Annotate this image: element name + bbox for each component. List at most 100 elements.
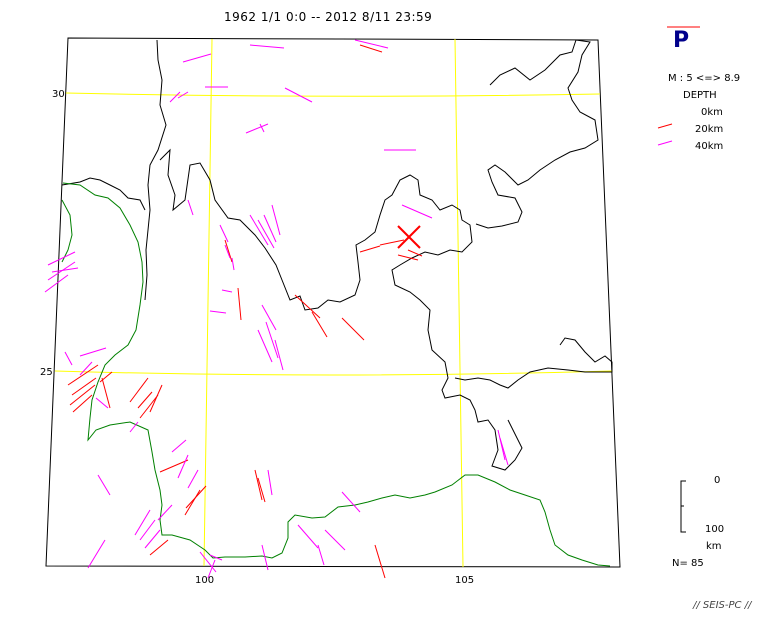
- legend-magnitude: M : 5 <=> 8.9: [668, 73, 741, 84]
- event-mechanism-line: [317, 544, 325, 566]
- event-mechanism-line: [95, 397, 109, 409]
- event-mechanism-line: [144, 529, 161, 549]
- event-mechanism-line: [249, 44, 285, 49]
- legend-depth-title: DEPTH: [683, 90, 717, 101]
- event-mechanism-line: [263, 214, 277, 243]
- event-mechanism-line: [249, 214, 269, 246]
- event-mechanism-line: [187, 469, 199, 489]
- event-mechanism-line: [257, 329, 273, 363]
- event-mechanism-line: [47, 251, 76, 266]
- event-mechanism-line: [354, 39, 389, 49]
- event-mechanism-line: [134, 509, 151, 536]
- event-mechanism-line: [187, 199, 194, 216]
- border-east: [454, 337, 613, 389]
- depth-scale-bottom: 100: [705, 524, 725, 535]
- event-mechanism-line: [359, 245, 381, 253]
- graticule: [54, 38, 613, 568]
- coast-north-west: [61, 199, 73, 263]
- event-mechanism-line: [69, 384, 96, 406]
- event-mechanism-line: [499, 437, 509, 466]
- lon-line-105: [454, 38, 464, 568]
- event-mechanism-line: [129, 377, 149, 403]
- event-mechanism-line: [261, 304, 277, 331]
- event-mechanism-line: [184, 489, 201, 516]
- depth-scale: [680, 480, 686, 533]
- event-mechanism-line: [129, 421, 139, 433]
- depth-scale-top: 0: [714, 475, 721, 486]
- event-mechanism-line: [257, 219, 275, 249]
- legend-depth-20-line: [657, 123, 673, 129]
- event-mechanism-line: [79, 347, 107, 357]
- event-mechanism-line: [284, 87, 313, 103]
- country-border: [61, 39, 613, 471]
- event-mechanism-line: [101, 377, 111, 409]
- legend-depth-40-line: [657, 140, 673, 146]
- event-mechanism-line: [231, 257, 235, 271]
- event-mechanism-line: [224, 239, 233, 263]
- border-north: [475, 39, 599, 229]
- event-mechanism-line: [311, 311, 328, 338]
- lon-label-100: 100: [195, 575, 214, 586]
- event-mechanism-line: [177, 454, 189, 479]
- footer-credit: // SEIS-PC //: [693, 600, 752, 611]
- event-mechanism-line: [207, 559, 216, 579]
- event-mechanism-line: [374, 544, 386, 579]
- event-mechanism-line: [219, 224, 229, 243]
- event-mechanism-line: [79, 361, 93, 376]
- epicenter-marker: [397, 225, 421, 249]
- coastline: [61, 182, 611, 567]
- event-mechanism-line: [209, 310, 227, 314]
- event-mechanism-line: [67, 364, 99, 386]
- border-west: [144, 39, 167, 301]
- event-mechanism-line: [254, 469, 263, 501]
- border-central: [159, 148, 523, 471]
- event-mechanism-line: [182, 53, 212, 63]
- event-count: N= 85: [672, 558, 704, 569]
- lat-label-25: 25: [40, 367, 53, 378]
- event-mechanism-line: [169, 91, 181, 103]
- map-title: 1962 1/1 0:0 -- 2012 8/11 23:59: [224, 10, 433, 24]
- lat-line-30: [65, 92, 601, 97]
- event-mechanism-line: [171, 439, 187, 453]
- legend-wave-label: P: [673, 28, 690, 53]
- event-mechanism-line: [257, 477, 266, 503]
- lon-line-100: [203, 38, 213, 567]
- depth-scale-unit: km: [706, 541, 722, 552]
- event-mechanism-line: [267, 469, 273, 496]
- event-mechanism-line: [245, 123, 269, 134]
- event-mechanism-line: [137, 391, 153, 409]
- event-mechanism-line: [265, 321, 279, 359]
- coast-west: [62, 182, 611, 567]
- event-mechanism-line: [359, 44, 383, 53]
- lon-label-105: 105: [455, 575, 474, 586]
- event-mechanism-line: [149, 384, 163, 413]
- event-mechanism-line: [139, 519, 156, 541]
- event-mechanism-line: [157, 504, 173, 521]
- event-mechanism-line: [149, 539, 169, 556]
- event-mechanism-line: [401, 204, 433, 219]
- lat-label-30: 30: [52, 89, 65, 100]
- event-mechanism-line: [209, 554, 223, 561]
- event-mechanism-line: [71, 377, 97, 396]
- event-mechanism-line: [397, 254, 419, 261]
- legend-depth-20: 20km: [695, 124, 724, 135]
- event-mechanism-line: [274, 339, 284, 371]
- map-frame: [45, 37, 621, 568]
- event-mechanism-line: [237, 287, 242, 321]
- event-mechanism-line: [224, 244, 231, 259]
- event-mechanism-line: [51, 267, 79, 273]
- event-mechanism-line: [261, 544, 269, 571]
- event-mechanism-line: [341, 317, 365, 341]
- event-mechanism-line: [341, 491, 361, 513]
- event-mechanism-line: [64, 351, 73, 366]
- event-mechanism-line: [199, 551, 217, 573]
- event-mechanism-line: [259, 123, 265, 133]
- lat-line-25: [54, 370, 613, 376]
- event-mechanism-line: [87, 539, 106, 569]
- event-mechanism-line: [159, 459, 189, 473]
- event-mechanism-line: [271, 204, 281, 236]
- legend-depth-40: 40km: [695, 141, 724, 152]
- event-mechanism-line: [99, 371, 113, 383]
- event-mechanism-line: [297, 524, 319, 549]
